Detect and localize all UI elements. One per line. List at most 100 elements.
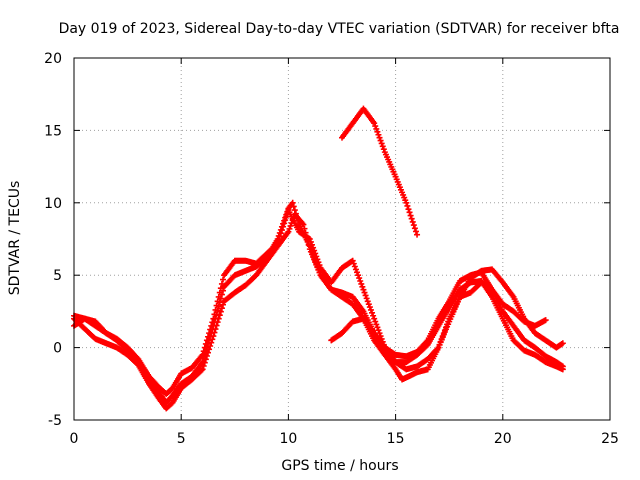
data-point: [559, 366, 566, 373]
data-point: [355, 272, 362, 279]
data-point: [281, 220, 288, 227]
data-point: [374, 128, 381, 135]
data-point: [410, 222, 417, 229]
y-tick-label: 0: [53, 341, 62, 357]
data-point: [559, 340, 566, 347]
data-point: [218, 280, 225, 287]
plot-frame: [73, 57, 611, 421]
data-point: [378, 140, 385, 147]
chart-title: Day 019 of 2023, Sidereal Day-to-day VTE…: [59, 21, 620, 37]
series-trace-5: [339, 105, 421, 238]
data-point: [414, 231, 421, 238]
data-point: [370, 312, 377, 319]
data-point: [375, 327, 382, 334]
data-point: [215, 315, 222, 322]
data-point: [439, 333, 446, 340]
data-point: [356, 275, 363, 282]
data-point: [308, 241, 315, 248]
data-point: [285, 228, 292, 235]
y-tick-label: 10: [44, 196, 62, 212]
data-point: [273, 241, 280, 248]
data-point: [403, 199, 410, 206]
data-point: [203, 337, 210, 344]
data-point: [376, 330, 383, 337]
data-point: [442, 324, 449, 331]
data-point: [436, 341, 443, 348]
data-point: [411, 225, 418, 232]
data-point: [314, 256, 321, 263]
data-point: [376, 134, 383, 141]
data-point: [217, 308, 224, 315]
y-axis-title: SDTVAR / TECUs: [7, 181, 23, 296]
y-tick-label: 5: [53, 268, 62, 284]
data-point: [216, 312, 223, 319]
data-point: [444, 321, 451, 328]
data-point: [207, 343, 214, 350]
data-point: [211, 311, 218, 318]
data-point: [313, 253, 320, 260]
data-point: [277, 230, 284, 237]
data-point: [354, 269, 361, 276]
data-point: [407, 212, 414, 219]
data-point: [278, 227, 285, 234]
data-point: [200, 362, 207, 369]
data-point: [209, 336, 216, 343]
data-point: [201, 344, 208, 351]
data-point: [198, 367, 205, 374]
data-point: [274, 240, 281, 247]
data-point: [212, 326, 219, 333]
data-point: [210, 315, 217, 322]
data-point: [363, 295, 370, 302]
data-point: [351, 263, 358, 270]
data-point: [286, 225, 293, 232]
data-point: [282, 217, 289, 224]
data-point: [199, 366, 206, 373]
data-point: [360, 286, 367, 293]
data-point: [287, 222, 294, 229]
x-tick-label: 0: [70, 431, 79, 447]
data-point: [202, 356, 209, 363]
data-point: [205, 349, 211, 356]
data-point: [213, 322, 220, 329]
data-point: [216, 289, 223, 296]
data-point: [375, 131, 382, 138]
data-point: [208, 322, 215, 329]
data-point: [213, 302, 220, 309]
data-point: [441, 327, 448, 334]
data-point: [275, 237, 282, 244]
series-trace-4: [328, 279, 549, 383]
data-point: [206, 346, 213, 353]
data-point: [209, 319, 216, 326]
x-tick-label: 10: [279, 431, 297, 447]
tick-labels: 0 5 10 15 20 25 -5 0 5 10 15 20: [44, 51, 619, 447]
y-tick-label: 20: [44, 51, 62, 67]
data-point: [409, 218, 416, 225]
data-point: [211, 329, 218, 336]
data-point: [307, 238, 314, 245]
data-point: [214, 298, 221, 305]
data-point: [306, 236, 313, 242]
data-point: [365, 301, 372, 308]
data-point: [289, 199, 296, 206]
data-point: [404, 202, 411, 209]
axis-ticks: [73, 57, 611, 421]
data-point: [358, 280, 365, 287]
data-point: [445, 318, 452, 325]
data-point: [362, 292, 369, 299]
data-point: [349, 257, 356, 264]
data-point: [202, 340, 209, 347]
data-point: [214, 319, 221, 326]
data-point: [374, 324, 381, 331]
data-point: [357, 277, 364, 284]
data-point: [276, 233, 283, 240]
series-trace-2: [71, 211, 566, 412]
data-point: [315, 259, 322, 266]
data-point: [220, 276, 227, 283]
y-tick-label: -5: [48, 413, 62, 429]
grid-lines: [74, 58, 610, 420]
data-point: [301, 225, 308, 232]
data-point: [377, 137, 384, 144]
x-tick-label: 15: [387, 431, 405, 447]
